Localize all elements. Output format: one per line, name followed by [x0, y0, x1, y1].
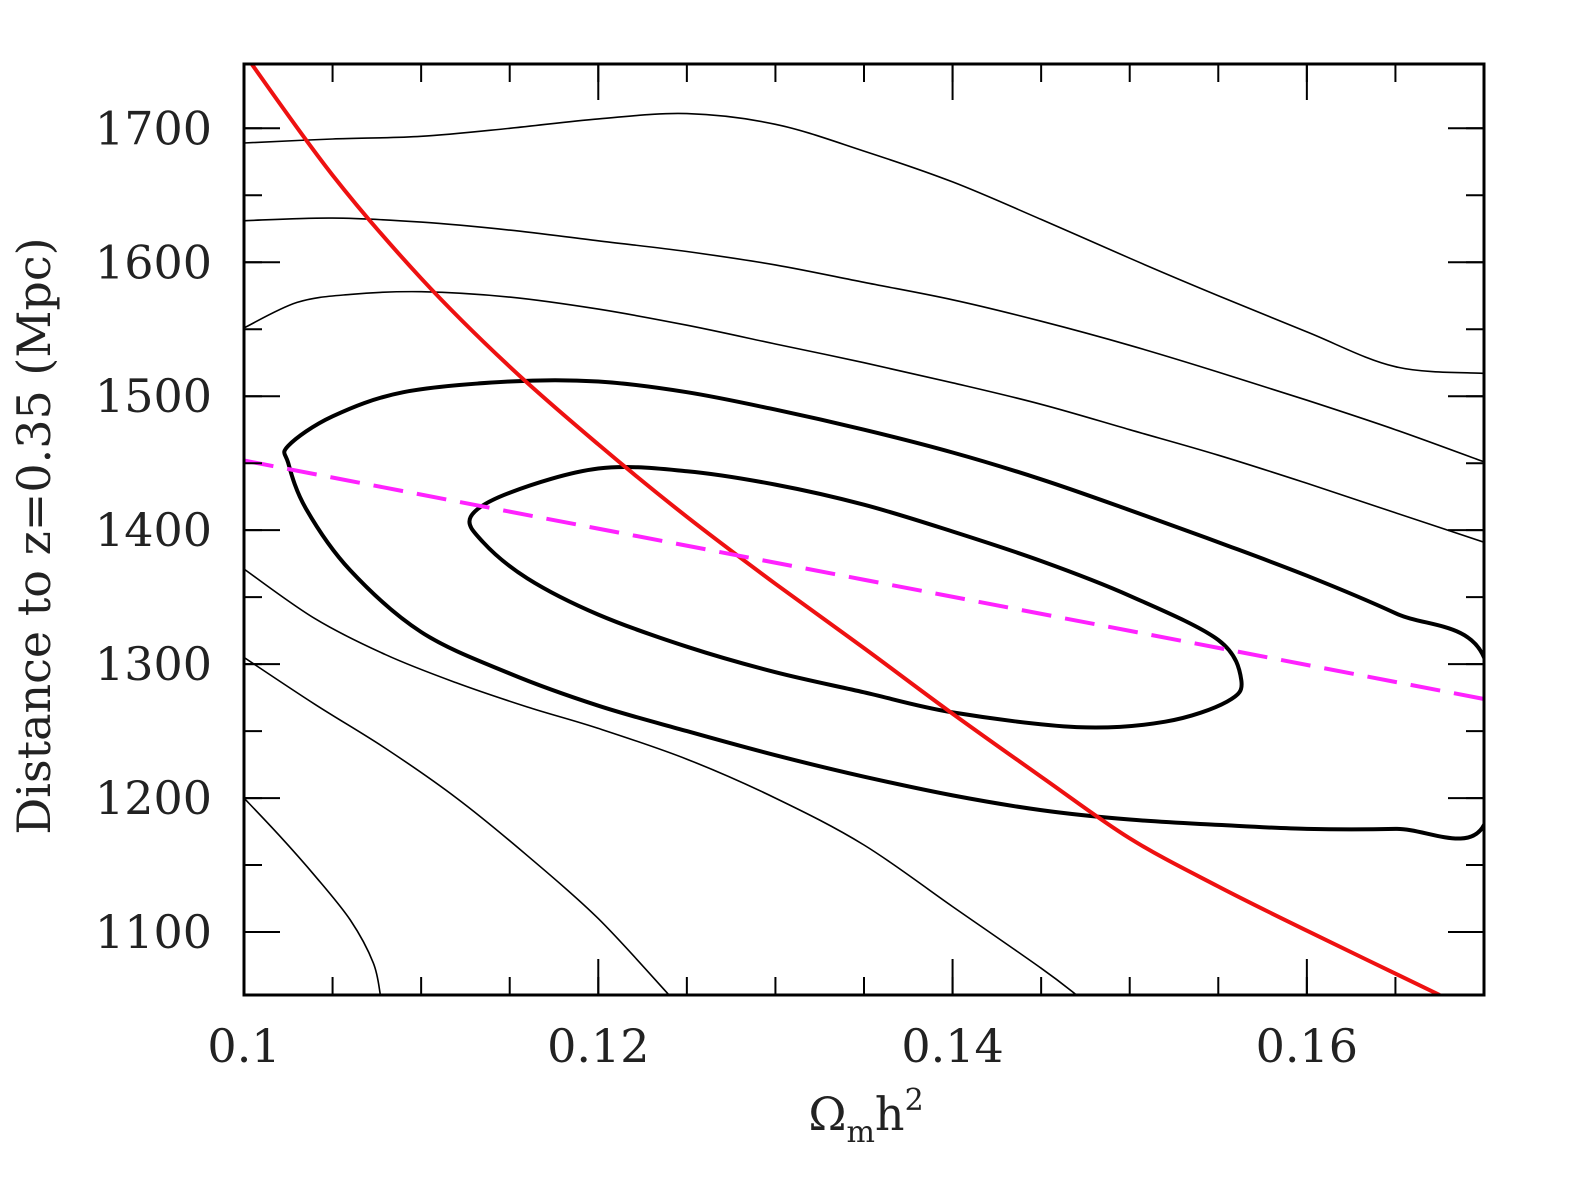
x-tick-label: 0.14 — [901, 1019, 1003, 1073]
series-line-thin-0 — [244, 112, 1484, 375]
series-line-thick-3 — [282, 378, 1484, 841]
plot-frame — [242, 62, 1486, 997]
y-tick-label: 1300 — [95, 637, 212, 691]
y-axis-label: Distance to z=0.35 (Mpc) — [7, 237, 61, 834]
series-line-thick-4 — [467, 465, 1244, 730]
series-line-dashed-9 — [244, 458, 1484, 701]
y-tick-label: 1500 — [95, 369, 212, 423]
y-tick-label: 1600 — [95, 235, 212, 289]
x-tick-label: 0.12 — [547, 1019, 649, 1073]
x-axis-label: Ωmh2 — [808, 1083, 923, 1150]
x-tick-label: 0.16 — [1256, 1019, 1358, 1073]
y-tick-label: 1700 — [95, 101, 212, 155]
series-line-thin-1 — [244, 217, 1484, 463]
series-line-thin-2 — [244, 290, 1484, 543]
y-tick-label: 1200 — [95, 771, 212, 825]
series-line-red-8 — [249, 64, 1441, 995]
y-tick-label: 1100 — [95, 905, 212, 959]
tick-label-layer: 0.1 0.12 0.14 0.16 1100 1200 1300 1400 1500 1600 1… — [95, 101, 1358, 1073]
x-tick-label: 0.1 — [207, 1019, 280, 1073]
y-tick-label: 1400 — [95, 503, 212, 557]
tick-layer — [243, 64, 1485, 995]
series-line-thin-7 — [244, 797, 382, 995]
series-line-thin-5 — [244, 568, 1078, 995]
series-layer — [244, 64, 1484, 995]
series-line-thin-6 — [244, 656, 670, 995]
